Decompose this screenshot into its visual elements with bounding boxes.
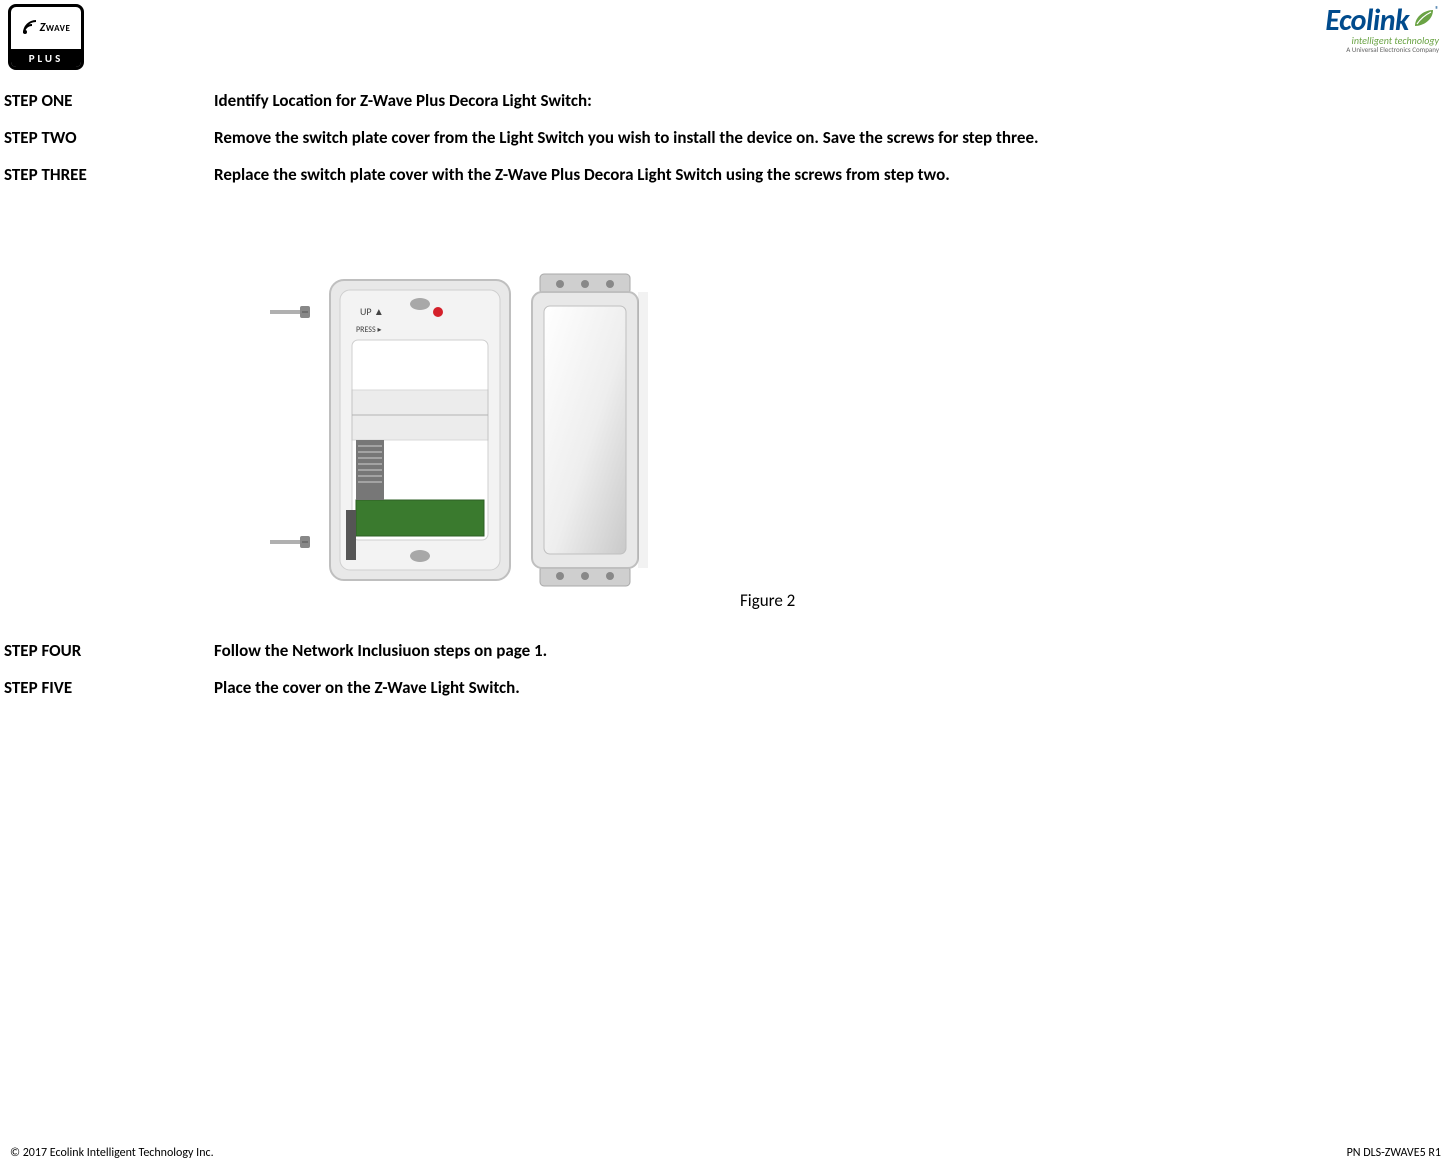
step-row: STEP FOUR Follow the Network Inclusiuon … bbox=[4, 640, 1439, 661]
ecolink-logo-main: Ecolink bbox=[1325, 6, 1409, 36]
figure-led-icon bbox=[433, 307, 443, 317]
step-row: STEP FIVE Place the cover on the Z-Wave … bbox=[4, 677, 1439, 698]
footer-part-number: PN DLS-ZWAVE5 R1 bbox=[1347, 1146, 1441, 1160]
figure-caption: Figure 2 bbox=[740, 590, 795, 611]
footer-copyright: © 2017 Ecolink Intelligent Technology In… bbox=[10, 1146, 214, 1160]
figure-2: UP ▲ PRESS ▸ bbox=[260, 270, 860, 600]
ecolink-logo-sub2: A Universal Electronics Company bbox=[1346, 46, 1439, 53]
zwave-plus-logo: Z WAVE PLUS bbox=[8, 4, 84, 70]
step-desc: Replace the switch plate cover with the … bbox=[214, 164, 1439, 185]
step-row: STEP TWO Remove the switch plate cover f… bbox=[4, 127, 1439, 148]
figure-2-svg: UP ▲ PRESS ▸ bbox=[260, 270, 860, 600]
figure-up-label: UP ▲ bbox=[360, 305, 384, 318]
ecolink-logo: Ecolink ® intelligent technology A Unive… bbox=[1325, 6, 1439, 53]
step-row: STEP THREE Replace the switch plate cove… bbox=[4, 164, 1439, 185]
step-label: STEP THREE bbox=[4, 164, 214, 185]
screw-bottom-icon bbox=[270, 536, 310, 548]
figure-press-label: PRESS ▸ bbox=[356, 325, 381, 335]
step-label: STEP ONE bbox=[4, 90, 214, 111]
ecolink-leaf-icon bbox=[1411, 6, 1435, 30]
step-label: STEP TWO bbox=[4, 127, 214, 148]
zwave-signal-icon bbox=[22, 19, 38, 38]
screw-top-icon bbox=[270, 306, 310, 318]
ecolink-trademark: ® bbox=[1435, 6, 1439, 14]
zwave-logo-wave-text: WAVE bbox=[46, 23, 70, 34]
step-desc: Identify Location for Z-Wave Plus Decora… bbox=[214, 90, 1439, 111]
steps-lower: STEP FOUR Follow the Network Inclusiuon … bbox=[4, 640, 1439, 714]
step-desc: Remove the switch plate cover from the L… bbox=[214, 127, 1439, 148]
step-label: STEP FIVE bbox=[4, 677, 214, 698]
zwave-logo-plus-text: PLUS bbox=[11, 49, 81, 67]
switch-backplate-icon: UP ▲ PRESS ▸ bbox=[330, 280, 510, 580]
page-footer: © 2017 Ecolink Intelligent Technology In… bbox=[10, 1146, 1441, 1160]
step-label: STEP FOUR bbox=[4, 640, 214, 661]
step-desc: Follow the Network Inclusiuon steps on p… bbox=[214, 640, 1439, 661]
step-row: STEP ONE Identify Location for Z-Wave Pl… bbox=[4, 90, 1439, 111]
step-desc: Place the cover on the Z-Wave Light Swit… bbox=[214, 677, 1439, 698]
steps-upper: STEP ONE Identify Location for Z-Wave Pl… bbox=[4, 90, 1439, 201]
zwave-logo-top: Z WAVE bbox=[22, 7, 71, 49]
switch-cover-icon bbox=[532, 274, 648, 586]
